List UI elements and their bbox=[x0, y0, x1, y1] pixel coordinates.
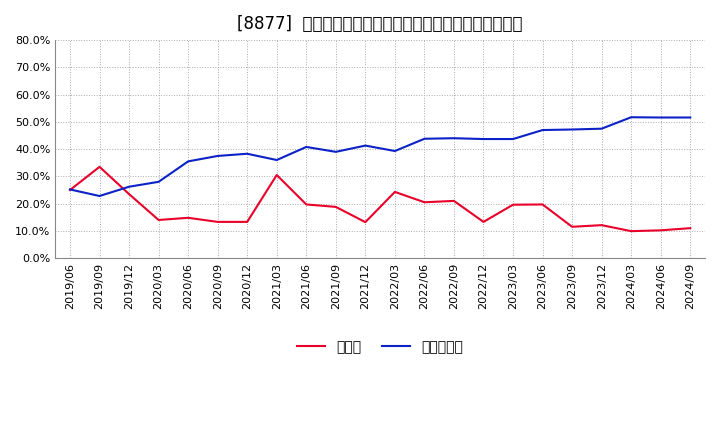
現須金 bbox=[657, 227, 665, 233]
現須金 bbox=[243, 219, 251, 224]
有利子負債 bbox=[125, 184, 133, 189]
Line: 有利子負債: 有利子負債 bbox=[70, 117, 690, 196]
現須金 bbox=[272, 172, 281, 178]
有利子負債 bbox=[627, 114, 636, 120]
有利子負債 bbox=[331, 149, 340, 154]
有利子負債 bbox=[184, 159, 192, 164]
有利子負債 bbox=[480, 136, 488, 142]
有利子負債 bbox=[539, 128, 547, 133]
現須金 bbox=[213, 219, 222, 224]
有利子負債 bbox=[272, 158, 281, 163]
現須金 bbox=[686, 226, 695, 231]
有利子負債 bbox=[686, 115, 695, 120]
現須金 bbox=[480, 219, 488, 224]
現須金 bbox=[302, 202, 310, 207]
現須金 bbox=[539, 202, 547, 207]
現須金 bbox=[125, 191, 133, 197]
現須金 bbox=[627, 228, 636, 234]
有利子負債 bbox=[420, 136, 428, 141]
Line: 現須金: 現須金 bbox=[70, 167, 690, 231]
現須金 bbox=[154, 217, 163, 223]
現須金 bbox=[390, 189, 399, 194]
Legend: 現須金, 有利子負債: 現須金, 有利子負債 bbox=[292, 335, 469, 360]
有利子負債 bbox=[598, 126, 606, 131]
現須金 bbox=[449, 198, 458, 204]
有利子負債 bbox=[243, 151, 251, 156]
有利子負債 bbox=[213, 153, 222, 158]
有利子負債 bbox=[449, 136, 458, 141]
現須金 bbox=[361, 220, 369, 225]
現須金 bbox=[66, 187, 74, 193]
現須金 bbox=[331, 204, 340, 209]
Title: [8877]  現預金、有利子負債の総資産に対する比率の推移: [8877] 現預金、有利子負債の総資産に対する比率の推移 bbox=[238, 15, 523, 33]
現須金 bbox=[509, 202, 518, 207]
有利子負債 bbox=[568, 127, 577, 132]
現須金 bbox=[95, 164, 104, 169]
有利子負債 bbox=[390, 148, 399, 154]
有利子負債 bbox=[509, 136, 518, 142]
現須金 bbox=[598, 223, 606, 228]
有利子負債 bbox=[95, 193, 104, 198]
有利子負債 bbox=[361, 143, 369, 148]
有利子負債 bbox=[657, 115, 665, 120]
有利子負債 bbox=[66, 187, 74, 192]
有利子負債 bbox=[302, 144, 310, 150]
現須金 bbox=[184, 215, 192, 220]
現須金 bbox=[420, 200, 428, 205]
有利子負債 bbox=[154, 179, 163, 184]
現須金 bbox=[568, 224, 577, 229]
